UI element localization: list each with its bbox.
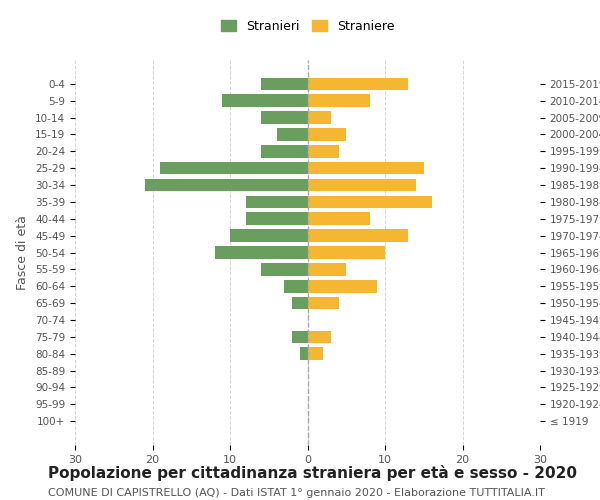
Bar [308, 128, 346, 141]
Bar [284, 280, 308, 292]
Bar [160, 162, 308, 174]
Bar [245, 196, 308, 208]
Legend: Stranieri, Straniere: Stranieri, Straniere [217, 16, 398, 36]
Bar [308, 196, 431, 208]
Bar [245, 212, 308, 225]
Bar [261, 145, 308, 158]
Text: Popolazione per cittadinanza straniera per età e sesso - 2020: Popolazione per cittadinanza straniera p… [48, 465, 577, 481]
Bar [300, 348, 308, 360]
Bar [308, 297, 338, 310]
Bar [215, 246, 308, 259]
Bar [308, 78, 408, 90]
Bar [277, 128, 308, 141]
Bar [308, 280, 377, 292]
Bar [308, 330, 331, 343]
Bar [261, 78, 308, 90]
Bar [222, 94, 308, 107]
Bar [230, 230, 308, 242]
Bar [308, 263, 346, 276]
Bar [261, 111, 308, 124]
Y-axis label: Fasce di età: Fasce di età [16, 215, 29, 290]
Bar [292, 297, 308, 310]
Bar [308, 162, 424, 174]
Bar [308, 94, 370, 107]
Bar [308, 212, 370, 225]
Text: COMUNE DI CAPISTRELLO (AQ) - Dati ISTAT 1° gennaio 2020 - Elaborazione TUTTITALI: COMUNE DI CAPISTRELLO (AQ) - Dati ISTAT … [48, 488, 545, 498]
Bar [308, 230, 408, 242]
Bar [261, 263, 308, 276]
Bar [308, 246, 385, 259]
Bar [308, 348, 323, 360]
Bar [308, 145, 338, 158]
Bar [292, 330, 308, 343]
Bar [308, 111, 331, 124]
Bar [308, 178, 416, 192]
Bar [145, 178, 308, 192]
